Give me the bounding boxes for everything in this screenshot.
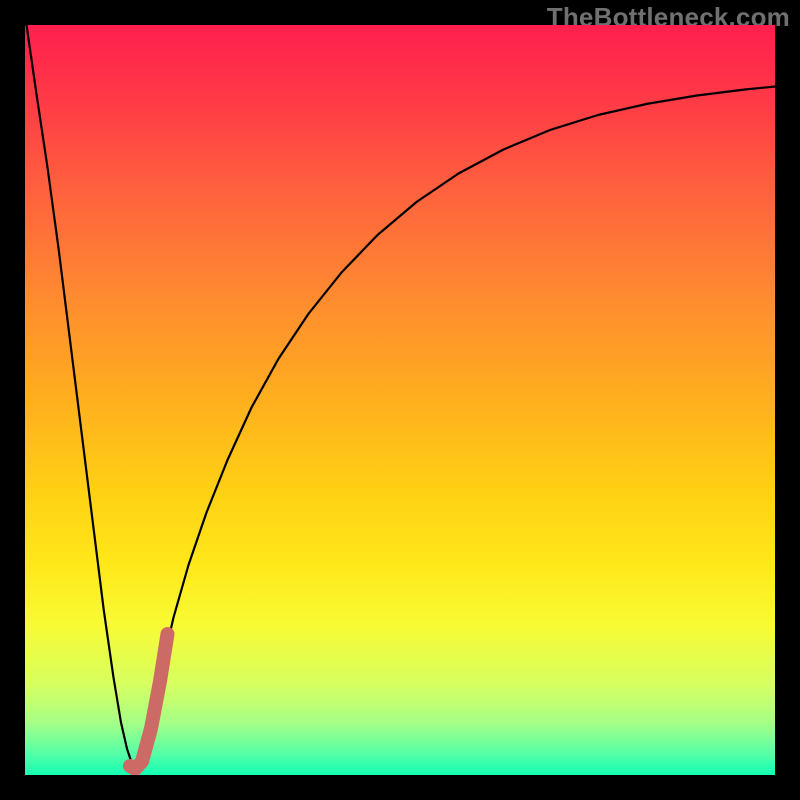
- plot-area: [25, 25, 775, 775]
- chart-frame: TheBottleneck.com: [0, 0, 800, 800]
- gradient-rect: [25, 25, 775, 775]
